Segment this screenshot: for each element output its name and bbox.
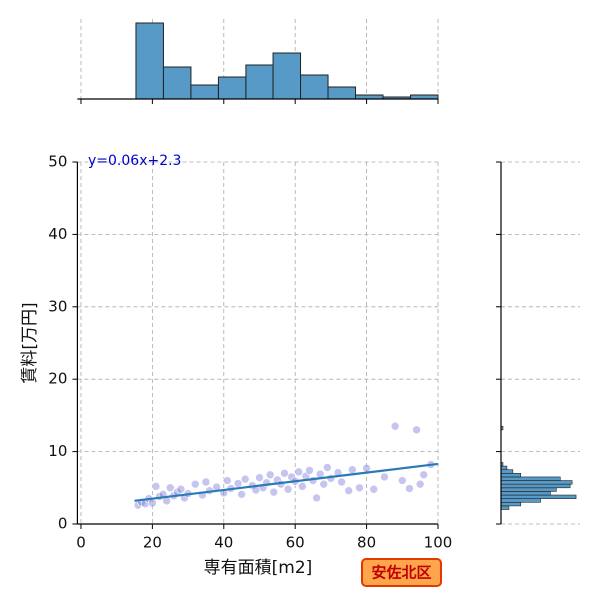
scatter-point [419,470,429,480]
scatter-point [269,487,279,497]
x-tick-label: 0 [76,534,86,552]
scatter-point [405,484,414,493]
scatter-point [380,472,389,482]
y-tick-label: 30 [48,297,67,315]
histogram-bar [500,469,514,474]
scatter-point [165,483,175,493]
scatter-point [344,486,354,495]
scatter-point [397,476,407,485]
histogram-bar [500,473,522,478]
histogram-bar [190,84,219,100]
x-tick-label: 80 [357,534,376,552]
scatter-point [255,473,264,482]
scatter-point [176,484,186,494]
scatter-point [298,482,307,491]
scatter-point [265,470,275,480]
regression-line [134,462,439,502]
y-tick-label: 0 [58,515,68,533]
histogram-bar [500,480,573,485]
scatter-point [190,479,200,489]
histogram-bar [500,498,541,503]
scatter-point [390,421,400,431]
histogram-bar [272,52,302,100]
x-tick-label: 100 [424,534,453,552]
scatter-point [233,479,243,488]
histogram-bar [500,476,561,481]
scatter-point [151,482,161,491]
scatter-point [201,477,211,487]
scatter-point [280,469,289,478]
histogram-bar [500,505,510,510]
badge-box [361,558,442,587]
scatter-point [323,463,332,472]
histogram-bar [245,64,274,100]
x-tick-label: 40 [214,534,233,552]
histogram-bar [500,487,557,492]
y-tick-label: 50 [48,153,67,171]
scatter-point [305,466,314,475]
scatter-point [362,463,371,473]
histogram-bar [162,66,192,100]
scatter-point [369,484,379,494]
x-tick-label: 20 [143,534,162,552]
scatter-point [237,490,246,499]
histogram-bar [300,74,329,100]
x-axis-label: 専有面積[m2] [204,558,313,578]
histogram-bar [500,483,571,489]
scatter-point [348,465,357,475]
histogram-bar [327,86,357,100]
y-tick-label: 20 [48,370,67,388]
x-tick-label: 60 [286,534,305,552]
scatter-point [148,498,157,508]
scatter-point [412,425,421,435]
scatter-point [240,474,250,484]
histogram-bar [500,494,577,499]
scatter-point [294,467,304,477]
y-tick-label: 10 [48,442,67,460]
scatter-point [337,477,346,487]
badge-label: 安佐北区 [371,564,431,582]
histogram-bar [500,501,522,507]
scatter-point [223,476,232,485]
scatter-point [355,483,364,493]
histogram-bar [217,76,247,100]
regression-equation: y=0.06x+2.3 [88,153,181,169]
histogram-bar [500,491,551,496]
y-tick-label: 40 [48,225,67,243]
histogram-bar [500,465,508,470]
scatter-point [319,479,329,489]
scatter-point [312,493,321,503]
scatter-point [415,479,425,489]
scatter-point [283,484,293,494]
y-axis-label: 賃料[万円] [20,302,40,383]
histogram-bar [135,22,164,100]
